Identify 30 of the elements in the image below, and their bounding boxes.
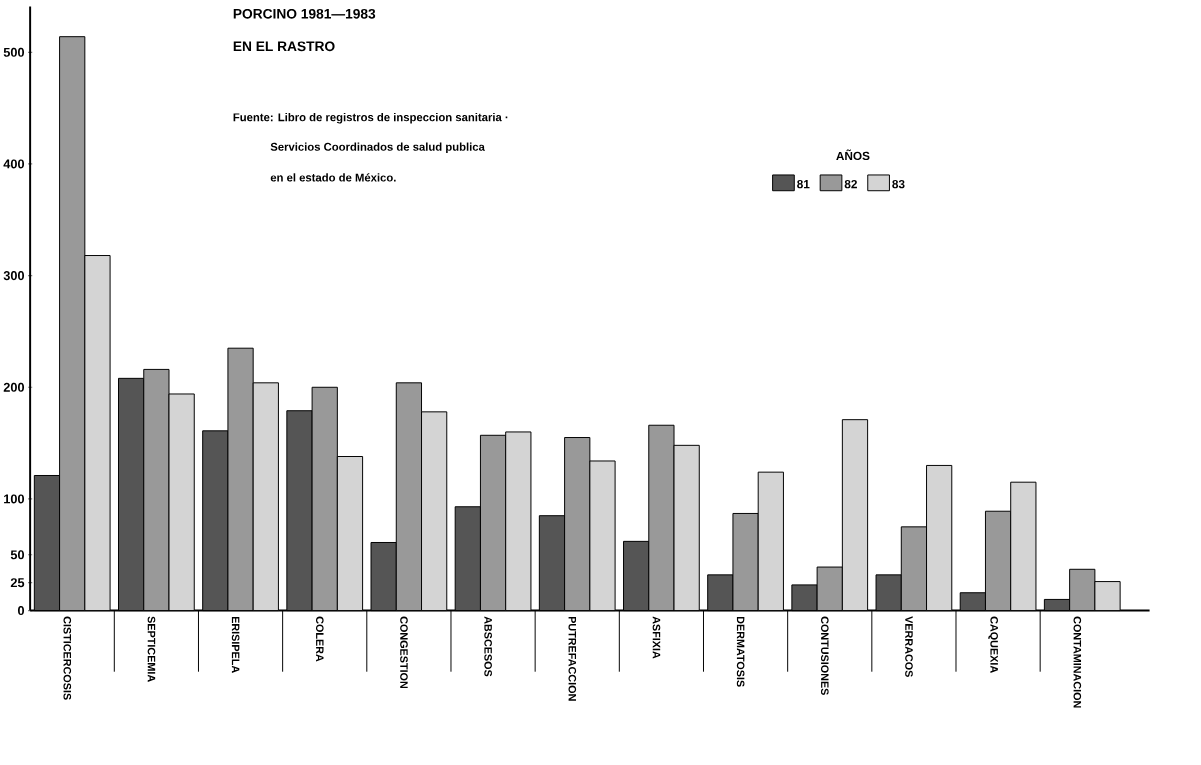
- x-tick-label: ASFIXIA: [652, 616, 661, 659]
- x-tick-label: CONGESTION: [400, 616, 408, 689]
- x-tick-label: SEPTICEMIA: [147, 616, 156, 683]
- annotation: en el estado de México.: [270, 173, 396, 182]
- y-tick-label: 50: [10, 550, 25, 560]
- y-tick-label: 500: [3, 47, 25, 57]
- legend-label: 82: [844, 180, 857, 189]
- x-tick-label: CISTICERCOSIS: [63, 616, 72, 700]
- x-tick-label: DERMATOSIS: [736, 617, 745, 687]
- text: EN EL RASTRO: [233, 41, 335, 52]
- y-tick-label: 25: [10, 578, 25, 588]
- legend-title: AÑOS: [836, 149, 870, 161]
- y-tick-label: 200: [3, 382, 25, 392]
- chart-title: PORCINO 1981—1983: [233, 9, 376, 19]
- legend-label: 81: [797, 180, 810, 189]
- legend-label: 83: [892, 180, 905, 189]
- x-tick-label: ERISIPELA: [231, 617, 240, 674]
- annotation: Servicios Coordinados de salud publica: [270, 142, 485, 154]
- y-tick-label: 400: [3, 159, 25, 169]
- x-tick-label: CONTAMINACION: [1073, 616, 1082, 708]
- x-tick-label: CAQUEXIA: [988, 616, 998, 674]
- x-tick-label: VERRACOS: [905, 616, 913, 678]
- x-tick-label: COLERA: [315, 616, 324, 662]
- x-tick-label: CONTUSIONES: [820, 616, 829, 696]
- y-tick-label: 100: [4, 494, 25, 504]
- y-tick-label: 0: [17, 606, 25, 616]
- y-tick-label: 300: [3, 271, 25, 281]
- annotation: Fuente: Libro de registros de inspeccion sanitaria ·: [233, 113, 508, 124]
- x-tick-label: PUTREFACCION: [568, 617, 577, 701]
- x-tick-label: ABSCESOS: [484, 616, 492, 677]
